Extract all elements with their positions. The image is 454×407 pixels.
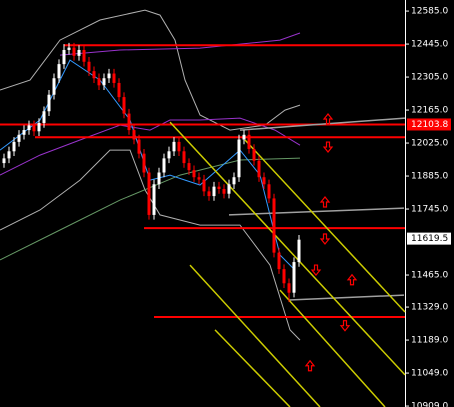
candle-body — [152, 184, 156, 215]
candle-body — [2, 158, 6, 164]
candle-body — [162, 158, 166, 173]
candle-body — [7, 151, 11, 159]
candle-body — [202, 179, 206, 192]
y-tick-label: 11885.0 — [411, 172, 448, 182]
candle-body — [292, 262, 296, 293]
y-tick-label: 11329.0 — [411, 303, 448, 313]
price-label-box — [407, 118, 451, 131]
candle-body — [287, 283, 291, 293]
overlay-line — [239, 117, 406, 131]
candle-body — [192, 170, 196, 178]
candle-body — [107, 73, 111, 79]
y-tick-label: 11049.0 — [411, 369, 448, 379]
candle-body — [257, 160, 261, 178]
candle-body — [72, 47, 76, 56]
candle-body — [102, 78, 106, 86]
candle-body — [282, 269, 286, 284]
price-label: 11619.5 — [411, 234, 448, 244]
candle-body — [147, 172, 151, 215]
candle-body — [207, 191, 211, 197]
y-tick-label: 11745.0 — [411, 205, 448, 215]
candle-body — [122, 97, 126, 114]
overlay-line — [228, 207, 405, 216]
signal-arrow — [322, 113, 334, 125]
indicator-line — [59, 32, 301, 56]
candle-body — [227, 184, 231, 194]
price-label: 12103.8 — [411, 120, 448, 130]
overlay-line — [244, 139, 406, 313]
candle-body — [172, 141, 176, 152]
candle-body — [242, 134, 246, 140]
y-tick-label: 11189.0 — [411, 336, 448, 346]
y-tick-label: 12305.0 — [411, 73, 448, 83]
candle-body — [247, 134, 251, 149]
y-tick-label: 12445.0 — [411, 40, 448, 50]
candle-body — [82, 49, 86, 62]
candle-body — [22, 130, 26, 135]
candle-body — [137, 139, 141, 154]
candle-body — [212, 186, 216, 197]
candle-body — [262, 177, 266, 185]
y-tick-label: 12165.0 — [411, 106, 448, 116]
candle-body — [187, 163, 191, 171]
candle-body — [217, 186, 221, 190]
y-tick-label: 10909.0 — [411, 402, 448, 407]
signal-arrow — [322, 141, 334, 154]
candle-body — [142, 153, 146, 173]
candle-body — [297, 239, 301, 263]
signal-arrow — [319, 233, 331, 245]
overlay-line — [214, 329, 291, 407]
candle-body — [132, 130, 136, 140]
overlay-line — [189, 264, 321, 407]
candle-body — [42, 111, 46, 124]
candle-body — [272, 198, 276, 253]
candle-body — [157, 172, 161, 185]
candle-body — [47, 94, 51, 112]
candle-body — [112, 73, 116, 83]
signal-arrow — [319, 196, 331, 208]
candle-body — [62, 49, 66, 65]
candle-body — [32, 125, 36, 132]
candle-body — [37, 123, 41, 132]
signal-arrow — [310, 264, 322, 277]
candle-body — [222, 189, 226, 194]
candle-body — [167, 151, 171, 159]
candle-body — [17, 134, 21, 142]
candle-body — [127, 113, 131, 131]
overlay-line — [288, 294, 405, 301]
candle-body — [27, 125, 31, 131]
candle-body — [277, 252, 281, 270]
candle-body — [232, 177, 236, 185]
y-tick-label: 11465.0 — [411, 271, 448, 281]
candle-body — [177, 141, 181, 152]
candle-body — [77, 49, 81, 56]
candle-body — [237, 139, 241, 178]
signal-arrow — [339, 320, 351, 332]
y-tick-label: 12025.0 — [411, 139, 448, 149]
overlay-line — [169, 121, 406, 376]
price-label-box — [407, 232, 451, 245]
candle-body — [197, 177, 201, 180]
candle-body — [267, 184, 271, 199]
signal-arrow — [346, 273, 358, 286]
candle-body — [252, 148, 256, 161]
overlay-line — [279, 289, 386, 407]
y-tick-label: 12585.0 — [411, 7, 448, 17]
candle-body — [67, 47, 71, 50]
candle-body — [92, 71, 96, 79]
candle-body — [12, 141, 16, 152]
candle-body — [117, 82, 121, 98]
candle-body — [87, 61, 91, 72]
candle-body — [182, 151, 186, 164]
signal-arrow — [304, 359, 316, 372]
candle-body — [52, 78, 56, 95]
candle-body — [97, 78, 101, 86]
candle-body — [57, 64, 61, 79]
